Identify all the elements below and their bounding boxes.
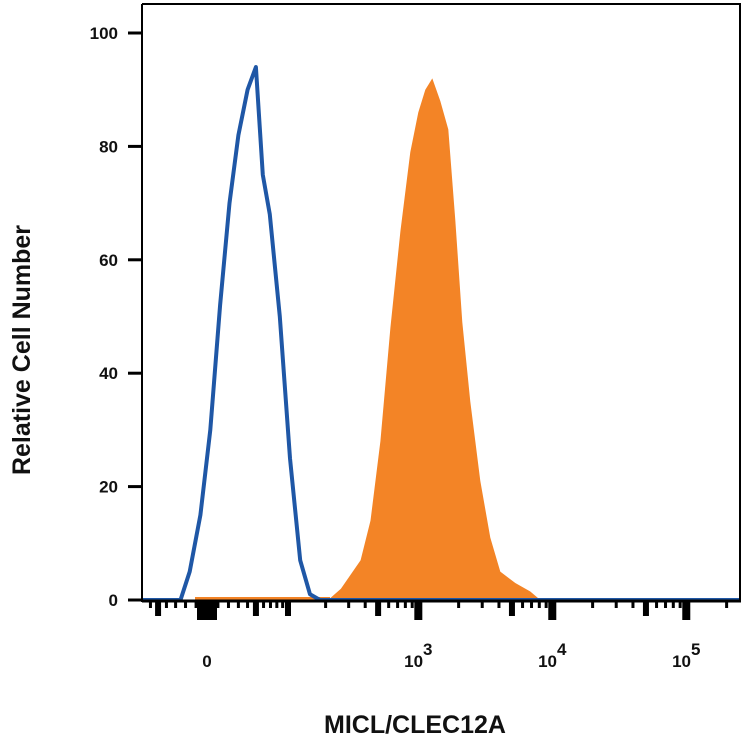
x-minor-tick bbox=[655, 602, 659, 608]
x-minor-tick bbox=[664, 602, 668, 608]
x-major-tick bbox=[548, 602, 557, 620]
x-minor-tick bbox=[275, 602, 279, 608]
y-axis-title: Relative Cell Number bbox=[8, 225, 36, 475]
x-minor-tick bbox=[246, 602, 250, 608]
x-tick-label: 103 bbox=[404, 640, 432, 671]
x-tick-label: 104 bbox=[538, 640, 567, 671]
x-mid-tick bbox=[155, 602, 162, 616]
x-mid-tick bbox=[642, 602, 649, 616]
x-minor-tick bbox=[184, 602, 188, 608]
x-major-tick bbox=[682, 602, 691, 620]
y-tick-label: 80 bbox=[99, 137, 118, 156]
y-tick-label: 100 bbox=[90, 24, 118, 43]
series-outline-histogram bbox=[142, 65, 739, 602]
x-minor-tick bbox=[194, 602, 198, 608]
x-minor-tick bbox=[148, 602, 152, 608]
x-minor-tick bbox=[725, 602, 729, 608]
x-minor-tick bbox=[396, 602, 400, 608]
x-minor-tick bbox=[262, 602, 266, 608]
x-major-tick bbox=[414, 602, 423, 620]
x-minor-tick bbox=[281, 602, 285, 608]
x-minor-tick bbox=[497, 602, 501, 608]
y-tick-label: 20 bbox=[99, 478, 118, 497]
x-minor-tick bbox=[671, 602, 675, 608]
x-minor-tick bbox=[164, 602, 168, 608]
x-minor-tick bbox=[226, 602, 230, 608]
x-minor-tick bbox=[363, 602, 367, 608]
x-minor-tick bbox=[268, 602, 272, 608]
x-minor-tick bbox=[591, 602, 595, 608]
x-minor-tick bbox=[216, 602, 220, 608]
x-tick-label: 105 bbox=[672, 640, 700, 671]
y-tick-label: 40 bbox=[99, 364, 118, 383]
y-tick-label: 0 bbox=[109, 591, 118, 610]
x-minor-tick bbox=[537, 602, 541, 608]
x-axis-title: MICL/CLEC12A bbox=[324, 711, 506, 739]
x-mid-tick bbox=[375, 602, 382, 616]
x-mid-tick bbox=[252, 602, 259, 616]
x-mid-tick bbox=[284, 602, 291, 616]
x-minor-tick bbox=[631, 602, 635, 608]
x-minor-tick bbox=[614, 602, 618, 608]
x-minor-tick bbox=[236, 602, 240, 608]
x-minor-tick bbox=[530, 602, 534, 608]
x-minor-tick bbox=[521, 602, 525, 608]
x-mid-tick bbox=[508, 602, 515, 616]
x-minor-tick bbox=[387, 602, 391, 608]
x-minor-tick bbox=[403, 602, 407, 608]
x-minor-tick bbox=[410, 602, 414, 608]
series-filled-histogram bbox=[328, 78, 541, 600]
x-minor-tick bbox=[324, 602, 328, 608]
x-minor-tick bbox=[174, 602, 178, 608]
x-major-tick bbox=[197, 602, 217, 620]
x-minor-tick bbox=[480, 602, 484, 608]
x-tick-label: 0 bbox=[202, 652, 211, 671]
x-minor-tick bbox=[457, 602, 461, 608]
y-tick-label: 60 bbox=[99, 251, 118, 270]
x-minor-tick bbox=[544, 602, 548, 608]
x-minor-tick bbox=[678, 602, 682, 608]
x-minor-tick bbox=[347, 602, 351, 608]
